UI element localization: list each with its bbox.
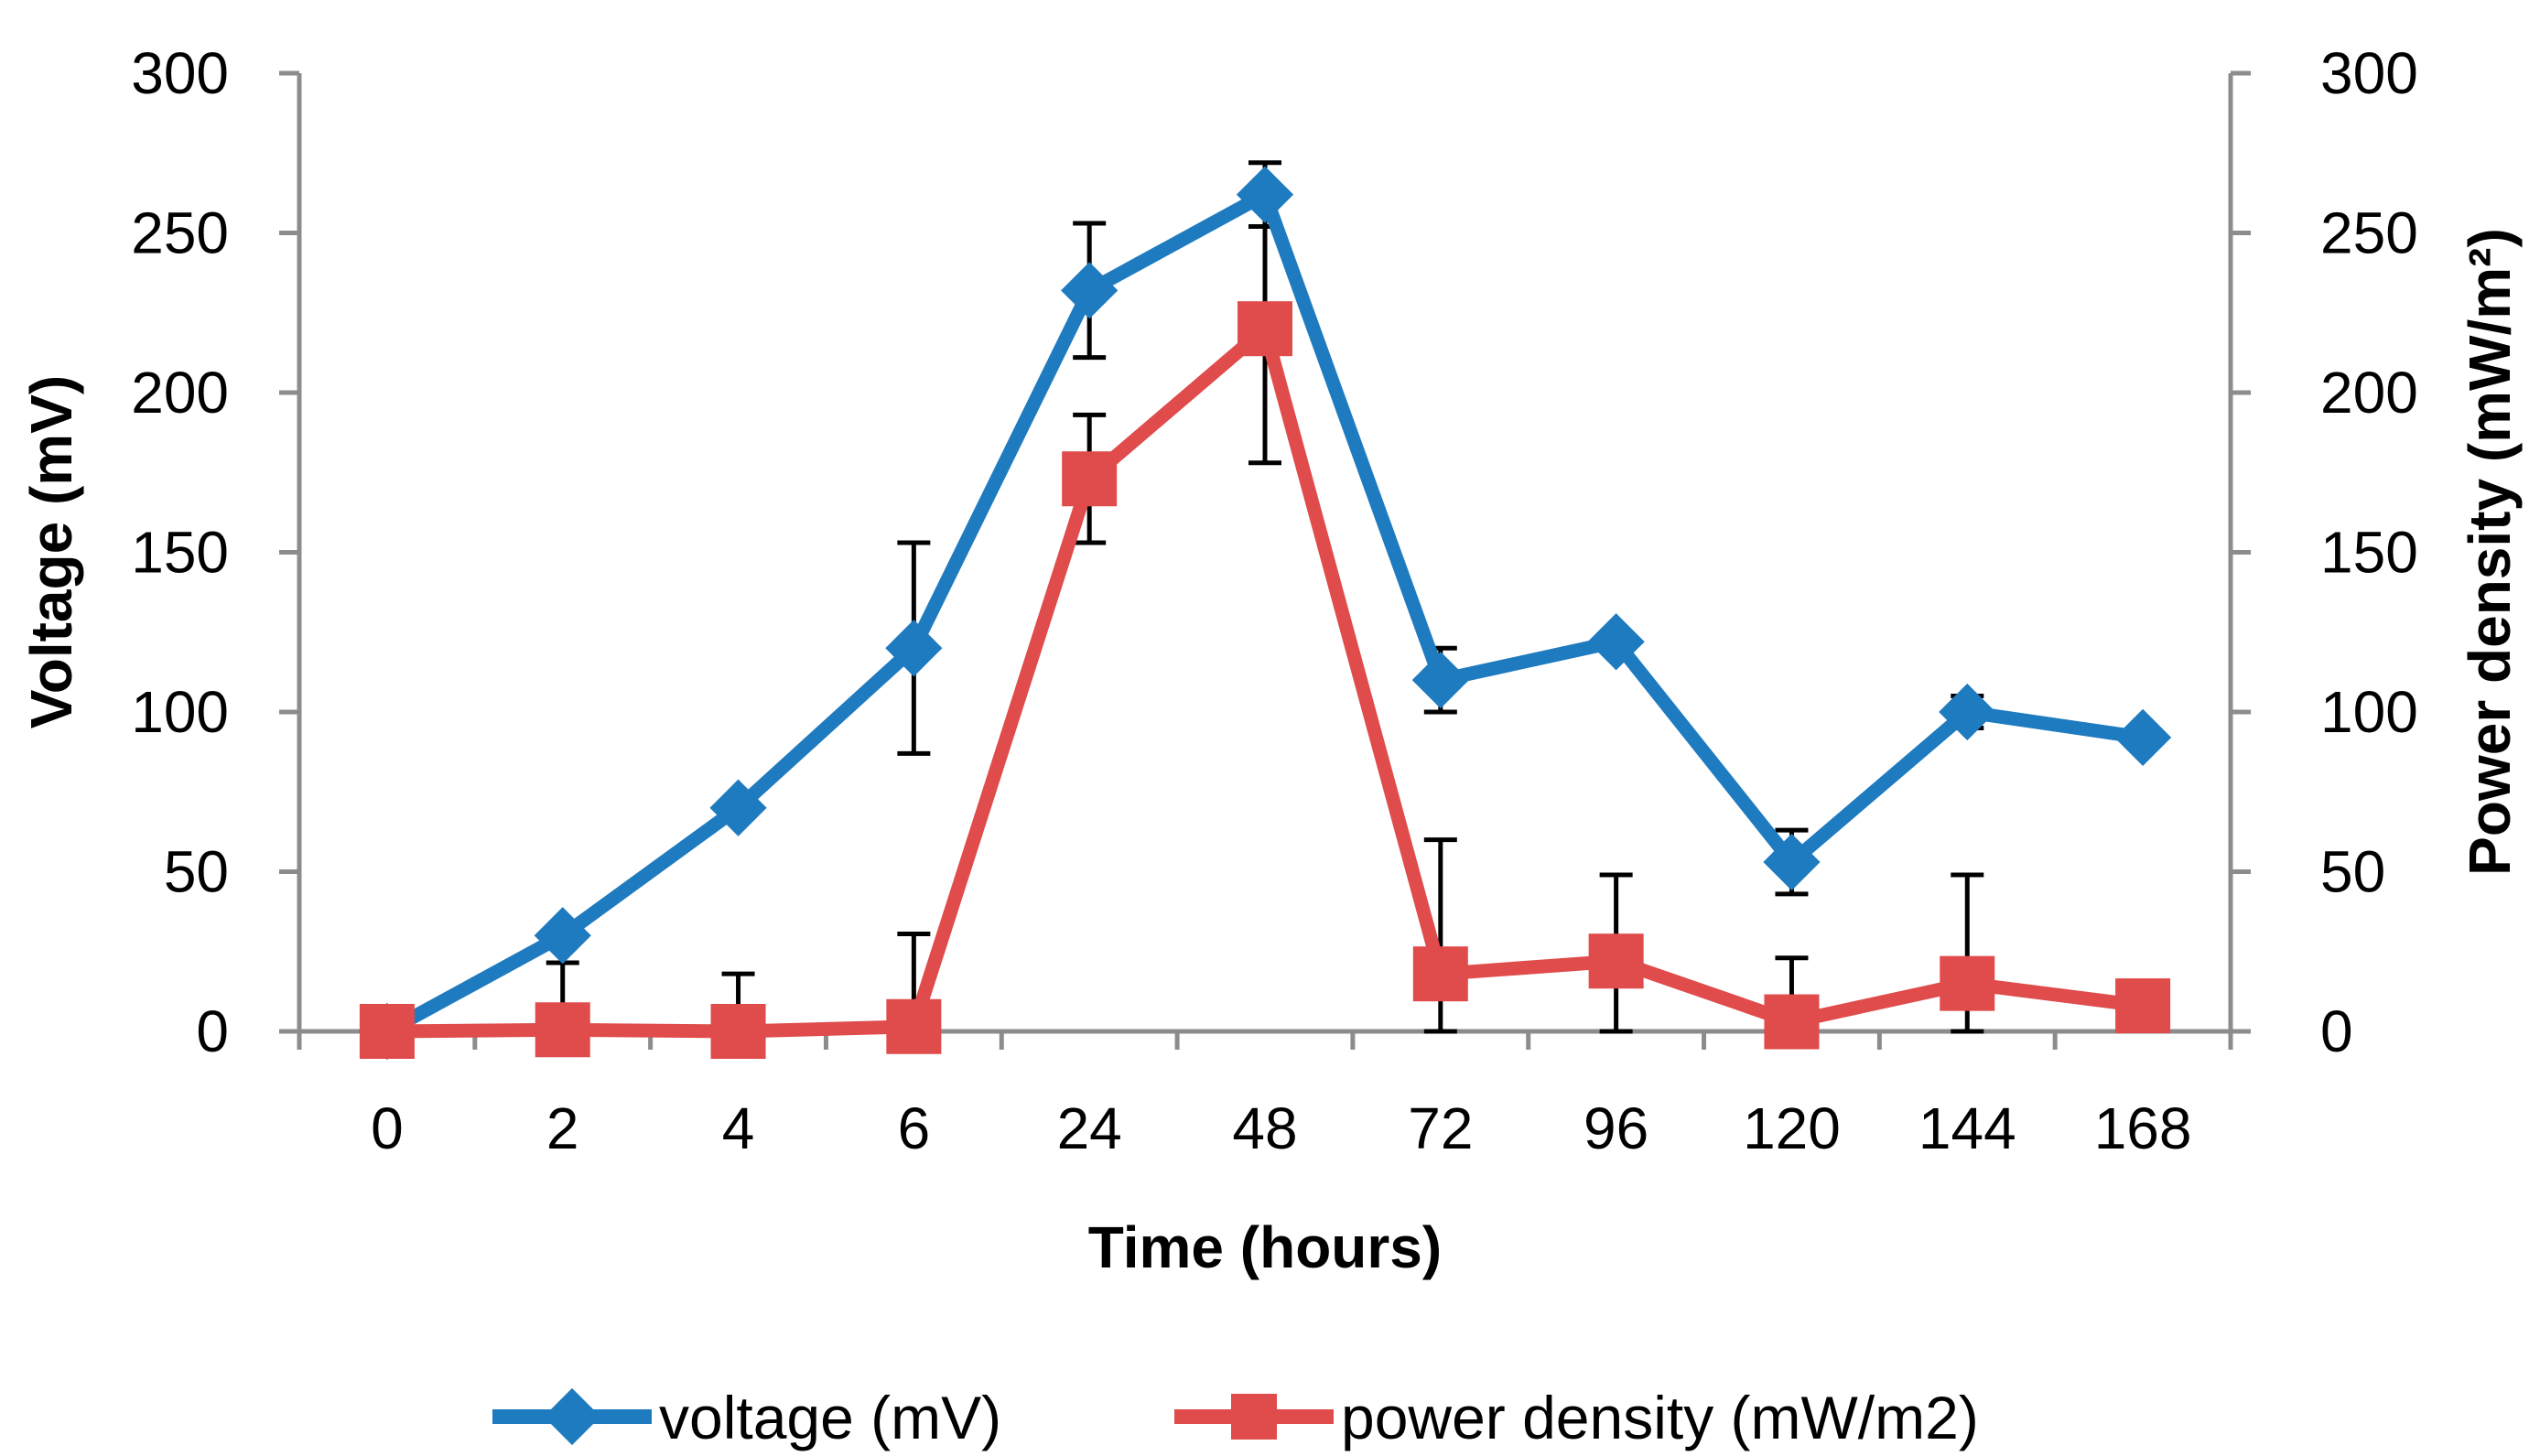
left-y-tick-label: 300 xyxy=(131,40,229,106)
x-tick-label: 120 xyxy=(1743,1095,1841,1161)
x-tick-label: 0 xyxy=(371,1095,404,1161)
data-point-voltage xyxy=(534,907,591,965)
left-y-tick-label: 200 xyxy=(131,360,229,426)
data-point-power xyxy=(1412,946,1468,1002)
data-point-power xyxy=(2115,978,2171,1034)
right-y-tick-label: 250 xyxy=(2320,200,2418,266)
legend-entry-voltage: voltage (mV) xyxy=(492,1384,1001,1451)
data-point-power xyxy=(359,1004,415,1059)
left-y-tick-label: 250 xyxy=(131,200,229,266)
left-y-tick-label: 50 xyxy=(164,839,229,905)
legend-square-marker xyxy=(1231,1394,1277,1440)
x-tick-label: 2 xyxy=(546,1095,579,1161)
data-point-voltage xyxy=(1236,166,1294,223)
left-y-tick-label: 0 xyxy=(196,998,229,1064)
legend-label-voltage: voltage (mV) xyxy=(659,1384,1001,1451)
x-tick-label: 96 xyxy=(1583,1095,1648,1161)
left-y-axis-title: Voltage (mV) xyxy=(18,375,84,728)
data-point-voltage xyxy=(1061,262,1119,319)
data-point-power xyxy=(535,1002,590,1058)
data-point-voltage xyxy=(709,779,767,836)
data-point-power xyxy=(886,998,942,1054)
x-tick-labels: 0 2 4 6 24 48 72 96 120 144 168 xyxy=(371,1095,2191,1161)
x-tick-label: 6 xyxy=(898,1095,931,1161)
data-point-power xyxy=(1238,301,1292,357)
right-y-tick-label: 50 xyxy=(2320,839,2385,905)
right-y-tick-label: 300 xyxy=(2320,40,2418,106)
data-point-power xyxy=(1588,933,1644,989)
right-y-tick-label: 200 xyxy=(2320,360,2418,426)
legend-label-power-density: power density (mW/m2) xyxy=(1341,1384,1979,1451)
data-point-voltage xyxy=(1763,833,1821,891)
data-point-voltage xyxy=(1939,683,1996,741)
tick-marks xyxy=(279,70,2251,1050)
left-y-tick-labels: 0 50 100 150 200 250 300 xyxy=(131,40,229,1064)
x-tick-label: 24 xyxy=(1057,1095,1122,1161)
x-tick-label: 168 xyxy=(2094,1095,2192,1161)
x-tick-label: 4 xyxy=(722,1095,755,1161)
left-y-tick-label: 150 xyxy=(131,520,229,586)
x-tick-label: 72 xyxy=(1408,1095,1473,1161)
legend-entry-power-density: power density (mW/m2) xyxy=(1174,1384,1979,1451)
x-tick-label: 48 xyxy=(1232,1095,1297,1161)
legend-diamond-marker xyxy=(543,1387,601,1446)
x-axis-title: Time (hours) xyxy=(1088,1214,1442,1280)
data-point-power xyxy=(710,1004,766,1059)
data-point-power xyxy=(1764,994,1820,1050)
right-y-tick-labels: 0 50 100 150 200 250 300 xyxy=(2320,40,2418,1064)
error-bars xyxy=(546,160,1984,1034)
left-y-tick-label: 100 xyxy=(131,679,229,745)
right-y-axis-title: Power density (mW/m²) xyxy=(2457,228,2523,876)
series-layer xyxy=(358,166,2172,1061)
data-point-voltage xyxy=(1411,651,1469,709)
data-point-voltage xyxy=(2113,708,2172,767)
right-y-tick-label: 0 xyxy=(2320,998,2353,1064)
data-point-voltage xyxy=(885,620,943,677)
data-point-power xyxy=(1940,955,1995,1011)
legend: voltage (mV) power density (mW/m2) xyxy=(492,1384,1979,1451)
right-y-tick-label: 150 xyxy=(2320,520,2418,586)
right-y-tick-label: 100 xyxy=(2320,679,2418,745)
data-point-voltage xyxy=(1587,613,1645,671)
data-point-power xyxy=(1062,451,1118,507)
x-tick-label: 144 xyxy=(1919,1095,2016,1161)
